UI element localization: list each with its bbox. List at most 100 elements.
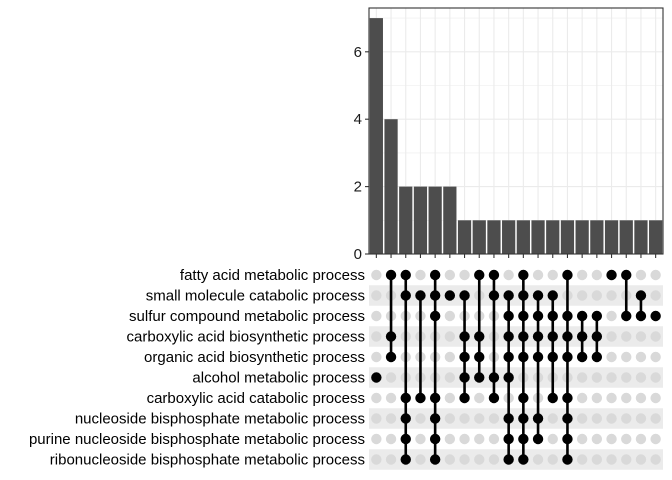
matrix-dot-inactive [547,269,558,281]
intersection-bar [531,220,545,254]
matrix-dot-active [488,290,500,301]
matrix-row-band [369,449,663,470]
matrix-dot-inactive [459,454,470,465]
matrix-row-band [369,326,663,347]
intersection-bar [590,220,604,254]
matrix-row-band [369,285,663,306]
matrix-dot-inactive [547,433,558,445]
matrix-dot-active [474,269,485,281]
matrix-dot-inactive [474,392,485,404]
set-label: small molecule catabolic process [146,288,365,305]
matrix-panel: fatty acid metabolic process small molecu… [29,267,663,470]
matrix-dot-active [562,331,573,342]
matrix-dot-active [562,392,573,404]
matrix-dot-inactive [371,392,382,404]
matrix-dot-inactive [371,290,382,301]
matrix-dot-inactive [371,351,382,363]
matrix-dot-inactive [591,433,603,445]
matrix-dot-active [576,310,588,322]
matrix-dot-active [518,310,529,322]
matrix-dot-inactive [576,269,588,281]
matrix-dot-active [503,331,514,342]
matrix-dot-active [547,392,558,404]
matrix-dot-active [518,290,529,301]
matrix-dot-inactive [385,433,397,445]
matrix-dot-active [503,454,514,465]
matrix-dot-active [591,310,603,322]
matrix-dot-inactive [444,269,456,281]
intersection-bar [502,220,516,254]
matrix-dot-active [429,269,441,281]
matrix-dot-inactive [576,413,588,424]
matrix-dot-active [518,351,529,363]
matrix-dot-active [532,433,544,445]
matrix-dot-active [474,331,485,342]
matrix-dot-inactive [385,413,397,424]
matrix-dot-inactive [635,351,647,363]
matrix-dot-active [385,269,397,281]
matrix-dot-inactive [576,290,588,301]
matrix-dot-active [474,372,485,383]
matrix-dot-active [591,331,603,342]
matrix-dot-inactive [621,372,632,383]
matrix-dot-active [562,351,573,363]
matrix-dot-inactive [547,454,558,465]
matrix-dot-inactive [444,310,456,322]
intersection-bar [560,220,575,254]
matrix-dot-active [385,331,397,342]
matrix-dot-inactive [371,413,382,424]
matrix-dot-active [385,351,397,363]
intersection-bar [443,186,457,254]
matrix-dot-inactive [591,269,603,281]
matrix-dot-inactive [606,413,617,424]
matrix-dot-active [562,413,573,424]
matrix-dot-active [400,454,411,465]
matrix-dot-inactive [371,433,382,445]
matrix-dot-inactive [415,269,426,281]
matrix-dot-inactive [503,269,514,281]
matrix-dot-inactive [650,331,661,342]
set-label: organic acid biosynthetic process [144,349,365,366]
intersection-bar [457,220,472,254]
matrix-dot-active [459,351,470,363]
matrix-dot-inactive [606,454,617,465]
matrix-dot-inactive [444,392,456,404]
set-label: alcohol metabolic process [192,370,365,387]
matrix-dot-inactive [650,269,661,281]
matrix-dot-active [415,392,426,404]
matrix-dot-active [518,392,529,404]
bar-panel: 0 2 4 6 [354,7,664,263]
matrix-dot-active [547,310,558,322]
matrix-dot-active [576,351,588,363]
matrix-dot-active [429,433,441,445]
matrix-dot-inactive [576,372,588,383]
matrix-dot-inactive [606,433,617,445]
matrix-dot-active [635,290,647,301]
matrix-dot-active [488,392,500,404]
intersection-bar [546,220,560,254]
matrix-dot-active [635,310,647,322]
matrix-dot-inactive [576,433,588,445]
matrix-dot-inactive [650,433,661,445]
matrix-dot-active [532,413,544,424]
matrix-dot-active [591,351,603,363]
matrix-dot-active [400,433,411,445]
matrix-dot-inactive [606,392,617,404]
matrix-dot-active [503,372,514,383]
matrix-dot-active [400,269,411,281]
matrix-dot-inactive [459,433,470,445]
intersection-bar [649,220,663,254]
matrix-dot-active [429,454,441,465]
matrix-dot-inactive [650,372,661,383]
matrix-dot-inactive [371,454,382,465]
matrix-dot-inactive [591,413,603,424]
matrix-dot-inactive [385,454,397,465]
matrix-dot-inactive [635,392,647,404]
set-label: carboxylic acid catabolic process [147,390,365,407]
bar-panel-background [369,8,663,254]
matrix-dot-inactive [444,372,456,383]
intersection-bar [472,220,486,254]
matrix-dot-inactive [371,331,382,342]
matrix-dot-active [547,331,558,342]
matrix-dot-active [459,392,470,404]
